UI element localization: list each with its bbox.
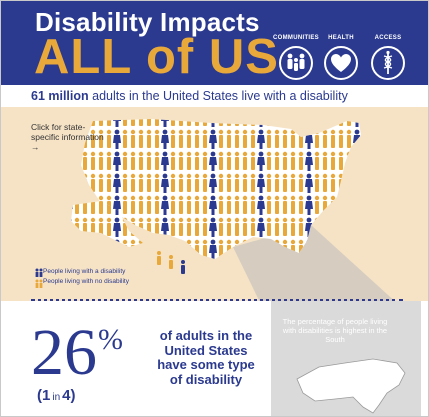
state-info-prompt[interactable]: Click for state-specific information → <box>31 122 104 152</box>
legend-item-no-disability: People living with no disability <box>43 277 129 287</box>
us-map-graphic <box>35 119 395 301</box>
health-link[interactable]: HEALTH <box>311 35 371 81</box>
legend-label-no-disability: People living with no disability <box>43 278 129 285</box>
ratio-in: in <box>52 392 61 403</box>
stat-percent-sign: % <box>98 323 123 356</box>
subtitle: 61 million adults in the United States l… <box>31 89 348 103</box>
subtitle-rest: adults in the United States live with a … <box>88 89 348 103</box>
access-label: ACCESS <box>374 35 402 41</box>
communities-label: COMMUNITIES <box>273 35 319 41</box>
communities-link[interactable]: COMMUNITIES <box>266 35 326 81</box>
stat-percent: 26 <box>31 316 97 389</box>
health-label: HEALTH <box>328 35 354 41</box>
dotted-divider <box>31 299 403 302</box>
title-line-1: Disability Impacts <box>35 7 260 37</box>
heart-icon <box>324 46 358 80</box>
map-panel: Click for state-specific information → P… <box>1 107 428 301</box>
map-legend: People living with a disability People l… <box>43 267 129 287</box>
subtitle-bold: 61 million <box>31 89 89 103</box>
stat-section: 26 % (1 in 4) of adults in the United Stat… <box>1 301 428 416</box>
legend-item-disability: People living with a disability <box>43 267 129 277</box>
south-map-graphic <box>271 301 421 416</box>
stat-ratio: (1 in 4) <box>37 387 75 404</box>
people-group-icon <box>279 46 313 80</box>
south-note: The percentage of people living with dis… <box>282 317 388 344</box>
subtitle-bar: 61 million adults in the United States l… <box>1 85 428 107</box>
legend-label-disability: People living with a disability <box>43 268 126 275</box>
access-link[interactable]: ACCESS <box>358 35 418 81</box>
header-banner: Disability Impacts ALL of US COMMUNITIES… <box>1 1 428 85</box>
title-line-2: ALL of US <box>34 30 279 84</box>
ratio-open: (1 <box>37 387 51 404</box>
caduceus-icon <box>371 46 405 80</box>
stat-description: of adults in the United States have some… <box>157 328 255 387</box>
ratio-close: 4) <box>62 387 76 404</box>
